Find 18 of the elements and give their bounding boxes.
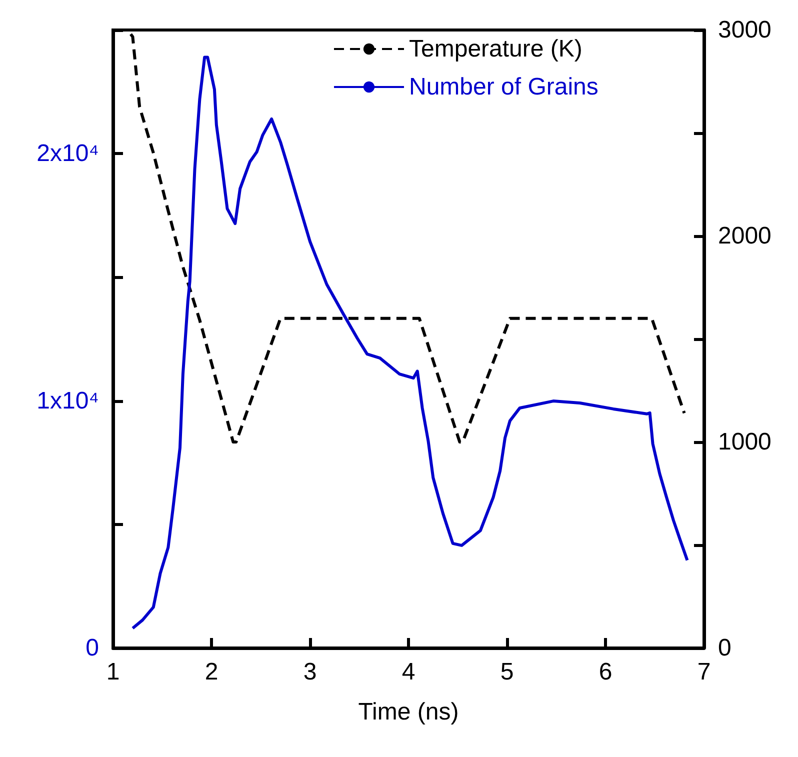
x-tick-label: 2 <box>204 658 218 686</box>
y-tick-label: 2x10⁴ <box>36 140 99 168</box>
y-tick-label: 1x10⁴ <box>36 387 99 414</box>
x-tick-label: 4 <box>402 658 416 686</box>
x-axis-title: Time (ns) <box>358 698 459 726</box>
x-tick-label: 6 <box>598 658 612 686</box>
y-tick-label: 0 <box>86 634 99 662</box>
x-tick-label: 7 <box>697 658 711 686</box>
legend-label: Temperature (K) <box>409 36 582 62</box>
y2-tick-label: 3000 <box>718 16 772 44</box>
x-tick-label: 3 <box>303 658 317 686</box>
legend-label: Number of Grains <box>409 74 598 100</box>
y2-tick-label: 0 <box>718 634 732 662</box>
line-series <box>129 32 686 444</box>
y2-tick-label: 1000 <box>718 428 772 456</box>
y2-tick-label: 2000 <box>718 222 772 250</box>
x-tick-label: 5 <box>500 658 514 686</box>
x-tick-label: 1 <box>106 658 120 686</box>
